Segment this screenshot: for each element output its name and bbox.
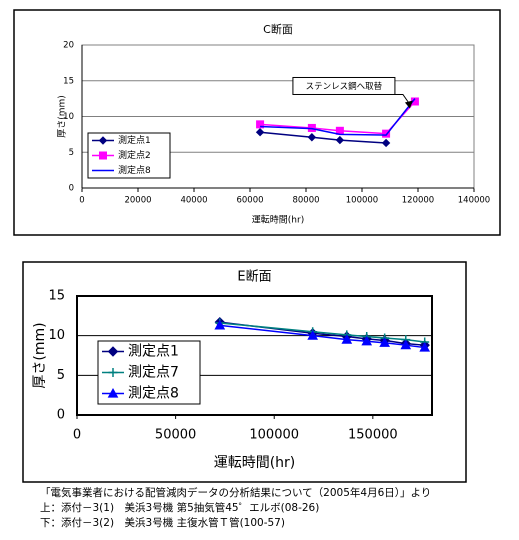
y-tick-label: 20 — [63, 41, 74, 51]
annotation-box — [292, 76, 396, 95]
legend-label: 測定点1 — [128, 344, 179, 360]
y-tick-label: 15 — [63, 76, 74, 86]
caption: 「電気事業者における配管減肉データの分析結果について（2005年4月6日）」より — [40, 486, 431, 499]
x-tick-label: 100000 — [249, 428, 299, 443]
marker — [256, 120, 265, 129]
chart-title: E断面 — [237, 270, 271, 285]
y-tick-label: 5 — [69, 148, 74, 158]
x-tick-label: 100000 — [346, 196, 378, 206]
x-axis-label: 運転時間(hr) — [214, 455, 296, 471]
series-line — [260, 131, 387, 144]
x-tick-label: 40000 — [180, 196, 207, 206]
annotation-arrowhead — [404, 100, 413, 109]
marker — [107, 387, 119, 398]
annotation-arrow — [394, 93, 411, 105]
chart-title: C断面 — [263, 22, 293, 36]
legend-label: 測定点8 — [128, 386, 179, 402]
marker — [335, 135, 345, 145]
marker — [307, 133, 317, 142]
y-tick-label: 0 — [69, 184, 74, 194]
y-tick-label: 10 — [63, 112, 74, 122]
x-tick-label: 50000 — [155, 428, 196, 443]
marker — [255, 128, 265, 137]
y-tick-label: 10 — [48, 328, 65, 343]
marker — [99, 151, 107, 160]
annotation: ステンレス鋼へ取替 — [306, 81, 383, 92]
legend-label: 測定点8 — [118, 164, 151, 176]
marker — [307, 330, 319, 340]
chart: E断面 0 5 10 15 0 50000 100000 150000 運転時間(hr) 厚さ(mm… — [22, 261, 467, 483]
marker — [379, 337, 391, 347]
x-axis-label: 運転時間(hr) — [252, 215, 304, 226]
chart: C断面 0 5 10 15 20 0 20000 40000 60000 80000 100000 12… — [13, 9, 501, 236]
legend-label: 測定点1 — [118, 134, 151, 146]
marker — [419, 342, 431, 352]
marker — [361, 335, 373, 346]
series-line — [260, 98, 416, 136]
x-tick-label: 60000 — [236, 196, 263, 206]
marker — [108, 368, 118, 377]
marker — [381, 138, 391, 148]
x-tick-label: 0 — [79, 196, 84, 206]
legend-label: 測定点7 — [128, 365, 179, 381]
y-axis-label: 厚さ(mm) — [32, 322, 48, 388]
x-tick-label: 20000 — [124, 196, 151, 206]
marker — [98, 136, 108, 145]
x-tick-label: 120000 — [402, 196, 434, 206]
y-tick-label: 0 — [57, 408, 65, 423]
x-tick-label: 140000 — [458, 196, 490, 206]
chart-border — [22, 261, 467, 483]
x-tick-label: 0 — [73, 428, 81, 443]
y-axis-label: 厚さ(mm) — [57, 95, 68, 138]
marker — [214, 319, 226, 330]
marker — [341, 334, 353, 344]
marker — [400, 339, 412, 350]
caption: 上：添付－3(1) 美浜3号機 第5抽気管45゜エルボ(08-26) — [40, 501, 319, 514]
x-tick-label: 80000 — [292, 196, 319, 206]
legend-label: 測定点2 — [118, 149, 151, 161]
caption: 下：添付－3(2) 美浜3号機 主復水管Ｔ管(100-57) — [40, 516, 285, 529]
marker — [382, 129, 391, 138]
y-tick-label: 5 — [57, 368, 65, 383]
marker — [107, 346, 119, 357]
x-tick-label: 150000 — [348, 428, 398, 443]
y-tick-label: 15 — [48, 289, 65, 304]
